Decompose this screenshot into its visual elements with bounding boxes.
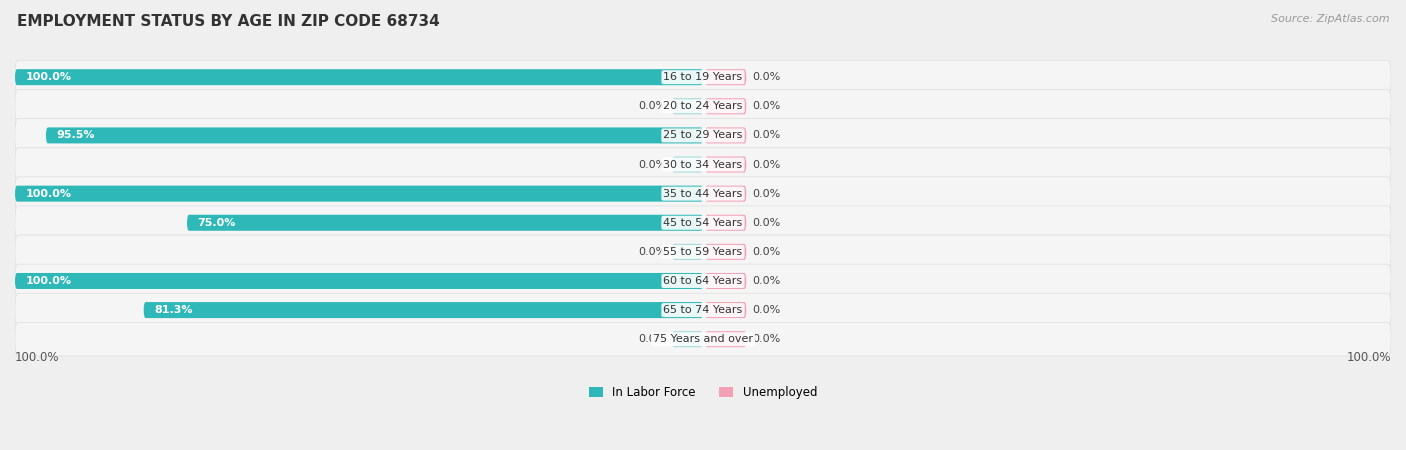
Text: 0.0%: 0.0% <box>752 101 780 111</box>
Text: 95.5%: 95.5% <box>56 130 94 140</box>
FancyBboxPatch shape <box>15 119 1391 152</box>
Text: 65 to 74 Years: 65 to 74 Years <box>664 305 742 315</box>
Text: 100.0%: 100.0% <box>25 189 72 198</box>
FancyBboxPatch shape <box>15 235 1391 269</box>
Text: 20 to 24 Years: 20 to 24 Years <box>664 101 742 111</box>
FancyBboxPatch shape <box>15 60 1391 94</box>
FancyBboxPatch shape <box>15 206 1391 239</box>
FancyBboxPatch shape <box>704 186 747 202</box>
Text: 60 to 64 Years: 60 to 64 Years <box>664 276 742 286</box>
Text: 0.0%: 0.0% <box>752 247 780 257</box>
Text: EMPLOYMENT STATUS BY AGE IN ZIP CODE 68734: EMPLOYMENT STATUS BY AGE IN ZIP CODE 687… <box>17 14 440 28</box>
FancyBboxPatch shape <box>704 244 747 260</box>
Text: 0.0%: 0.0% <box>752 276 780 286</box>
Text: 0.0%: 0.0% <box>752 130 780 140</box>
Text: 0.0%: 0.0% <box>638 101 666 111</box>
Text: 100.0%: 100.0% <box>25 72 72 82</box>
FancyBboxPatch shape <box>15 148 1391 181</box>
FancyBboxPatch shape <box>46 127 703 144</box>
FancyBboxPatch shape <box>704 69 747 85</box>
FancyBboxPatch shape <box>15 273 703 289</box>
Text: Source: ZipAtlas.com: Source: ZipAtlas.com <box>1271 14 1389 23</box>
FancyBboxPatch shape <box>15 293 1391 327</box>
FancyBboxPatch shape <box>704 157 747 172</box>
Text: 30 to 34 Years: 30 to 34 Years <box>664 160 742 170</box>
FancyBboxPatch shape <box>15 90 1391 123</box>
Legend: In Labor Force, Unemployed: In Labor Force, Unemployed <box>583 381 823 404</box>
Text: 16 to 19 Years: 16 to 19 Years <box>664 72 742 82</box>
Text: 0.0%: 0.0% <box>638 247 666 257</box>
Text: 75.0%: 75.0% <box>197 218 236 228</box>
FancyBboxPatch shape <box>672 157 703 172</box>
FancyBboxPatch shape <box>187 215 703 231</box>
FancyBboxPatch shape <box>704 302 747 318</box>
Text: 0.0%: 0.0% <box>752 72 780 82</box>
FancyBboxPatch shape <box>672 331 703 347</box>
Text: 35 to 44 Years: 35 to 44 Years <box>664 189 742 198</box>
FancyBboxPatch shape <box>15 264 1391 298</box>
FancyBboxPatch shape <box>704 273 747 289</box>
Text: 100.0%: 100.0% <box>25 276 72 286</box>
FancyBboxPatch shape <box>672 244 703 260</box>
FancyBboxPatch shape <box>15 322 1391 356</box>
FancyBboxPatch shape <box>15 69 703 85</box>
FancyBboxPatch shape <box>143 302 703 318</box>
FancyBboxPatch shape <box>15 177 1391 211</box>
Text: 0.0%: 0.0% <box>638 160 666 170</box>
Text: 81.3%: 81.3% <box>155 305 193 315</box>
FancyBboxPatch shape <box>704 331 747 347</box>
FancyBboxPatch shape <box>672 98 703 114</box>
FancyBboxPatch shape <box>704 215 747 231</box>
Text: 45 to 54 Years: 45 to 54 Years <box>664 218 742 228</box>
Text: 100.0%: 100.0% <box>1347 351 1391 364</box>
Text: 0.0%: 0.0% <box>752 334 780 344</box>
Text: 100.0%: 100.0% <box>15 351 59 364</box>
Text: 25 to 29 Years: 25 to 29 Years <box>664 130 742 140</box>
Text: 0.0%: 0.0% <box>638 334 666 344</box>
Text: 0.0%: 0.0% <box>752 305 780 315</box>
FancyBboxPatch shape <box>15 186 703 202</box>
Text: 0.0%: 0.0% <box>752 189 780 198</box>
FancyBboxPatch shape <box>704 98 747 114</box>
Text: 75 Years and over: 75 Years and over <box>652 334 754 344</box>
Text: 0.0%: 0.0% <box>752 160 780 170</box>
Text: 0.0%: 0.0% <box>752 218 780 228</box>
FancyBboxPatch shape <box>704 127 747 144</box>
Text: 55 to 59 Years: 55 to 59 Years <box>664 247 742 257</box>
